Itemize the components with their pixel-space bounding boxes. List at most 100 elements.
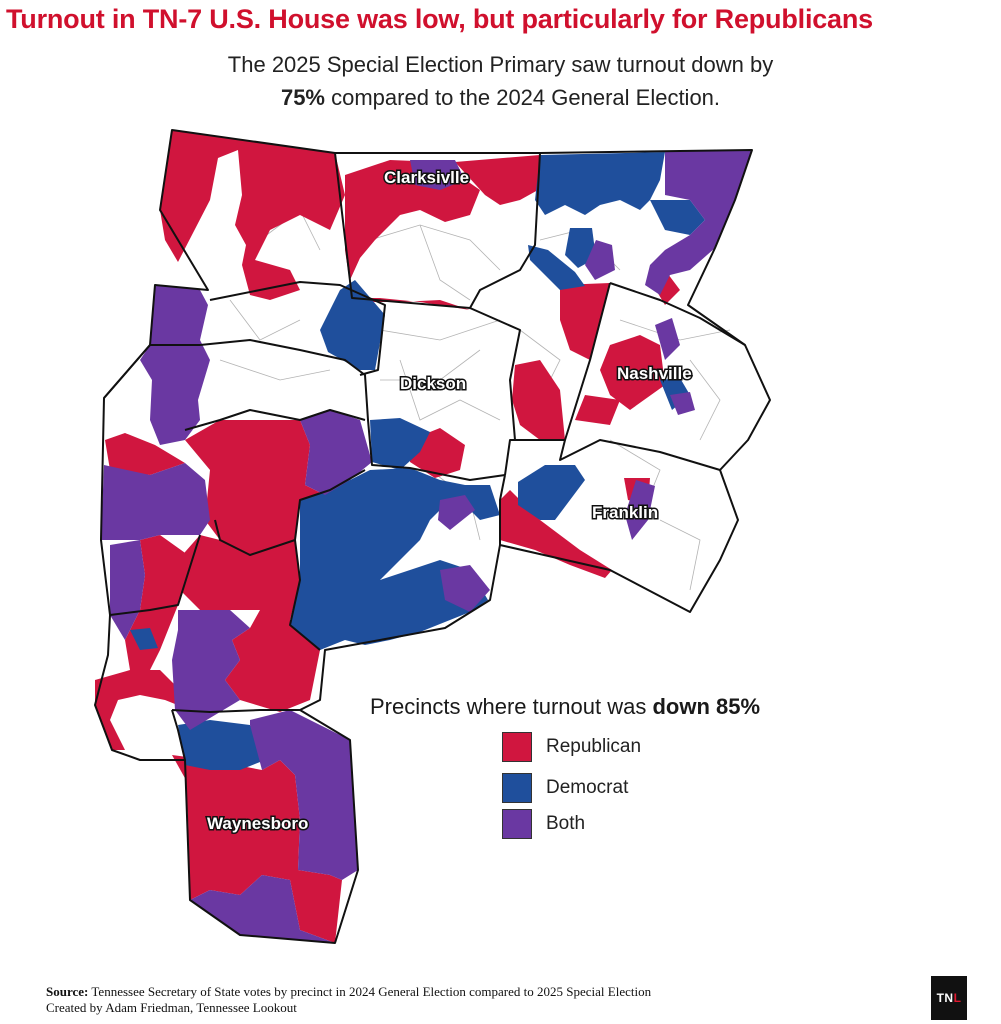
logo-accent: L xyxy=(953,991,962,1005)
swatch-republican xyxy=(502,732,532,762)
county-border xyxy=(609,282,746,346)
precinct-line xyxy=(379,319,501,341)
precinct-both xyxy=(438,495,475,530)
legend-title-prefix: Precincts where turnout was xyxy=(370,694,653,719)
precinct-line xyxy=(659,519,701,591)
source-line: Source: Tennessee Secretary of State vot… xyxy=(46,984,651,1000)
precinct-both xyxy=(625,480,655,540)
precinct-republican xyxy=(600,335,665,410)
district-map: Clarksivlle Dickson Nashville Franklin W… xyxy=(94,129,771,944)
county-border xyxy=(469,307,521,441)
legend-item-both: Both xyxy=(502,807,585,841)
precinct-both xyxy=(585,240,615,280)
precinct-both xyxy=(190,875,335,943)
label-waynesboro: Waynesboro xyxy=(207,814,308,833)
precinct-democrat xyxy=(178,720,265,770)
precinct-both xyxy=(300,410,372,495)
county-border xyxy=(171,709,300,713)
county-borders xyxy=(94,129,771,944)
precinct-both xyxy=(410,160,465,190)
precinct-republican xyxy=(105,433,185,475)
legend-title-bold: down 85% xyxy=(652,694,761,719)
precinct-line xyxy=(419,224,471,301)
label-dickson: Dickson xyxy=(400,374,466,393)
precinct-republican xyxy=(512,360,565,440)
county-border xyxy=(209,281,386,376)
precinct-democrat xyxy=(650,200,705,235)
precinct-line xyxy=(369,224,501,271)
precinct-republican xyxy=(455,155,540,205)
precinct-democrat xyxy=(370,418,430,470)
credit-line: Created by Adam Friedman, Tennessee Look… xyxy=(46,1000,297,1015)
legend-item-democrat: Democrat xyxy=(502,771,628,805)
precinct-both xyxy=(645,150,752,295)
county-border xyxy=(103,344,151,399)
label-clarksville: Clarksivlle xyxy=(384,168,469,187)
precinct-both xyxy=(670,392,695,415)
chart-subtitle: The 2025 Special Election Primary saw tu… xyxy=(0,48,1001,114)
precinct-republican xyxy=(160,130,345,300)
precinct-both xyxy=(655,318,680,360)
county-border xyxy=(94,129,771,944)
swatch-both xyxy=(502,809,532,839)
county-border xyxy=(199,339,506,481)
logo-main: TN xyxy=(936,991,954,1005)
precinct-line xyxy=(619,319,731,341)
county-border xyxy=(504,439,721,476)
precinct-democrat xyxy=(660,378,690,410)
county-border xyxy=(469,152,541,309)
precinct-democrat xyxy=(130,628,158,650)
precinct-democrat xyxy=(320,280,385,370)
county-border xyxy=(499,474,506,545)
precinct-both xyxy=(250,710,358,880)
precincts-democrat xyxy=(130,152,705,770)
precinct-democrat xyxy=(290,468,500,650)
precinct-line xyxy=(219,359,331,381)
legend-label: Both xyxy=(546,813,586,834)
map-labels: Clarksivlle Dickson Nashville Franklin W… xyxy=(206,167,694,835)
precinct-both xyxy=(172,610,250,730)
precinct-line xyxy=(380,349,481,381)
county-border xyxy=(334,152,471,309)
county-border xyxy=(184,409,366,431)
precinct-both xyxy=(140,285,210,445)
precinct-republican xyxy=(345,160,480,310)
source-text: Tennessee Secretary of State votes by pr… xyxy=(88,984,652,999)
precincts-both xyxy=(101,150,752,943)
precinct-line xyxy=(399,359,501,421)
precinct-line xyxy=(689,359,721,441)
legend: Precincts where turnout was down 85% Rep… xyxy=(370,694,760,839)
subtitle-highlight: 75% xyxy=(280,85,325,110)
precinct-democrat xyxy=(535,152,665,215)
county-border xyxy=(289,539,321,651)
subtitle-line-2: 75% compared to the 2024 General Electio… xyxy=(0,81,1001,114)
precinct-both xyxy=(110,540,145,640)
precinct-both xyxy=(101,463,210,540)
legend-item-republican: Republican xyxy=(502,730,641,764)
precinct-republican xyxy=(575,395,620,425)
precinct-republican xyxy=(95,670,190,750)
precinct-democrat xyxy=(528,245,585,290)
precinct-republican xyxy=(178,535,320,712)
precinct-republican xyxy=(185,420,325,555)
precinct-line xyxy=(229,299,301,341)
tnl-logo: TN L xyxy=(931,976,967,1020)
county-border xyxy=(564,282,611,441)
precinct-democrat xyxy=(518,465,585,520)
label-nashville: Nashville xyxy=(617,364,692,383)
precinct-both xyxy=(440,565,490,612)
footer: Source: Tennessee Secretary of State vot… xyxy=(46,984,651,1016)
subtitle-line-1: The 2025 Special Election Primary saw tu… xyxy=(227,52,774,77)
legend-label: Democrat xyxy=(546,777,629,798)
swatch-democrat xyxy=(502,773,532,803)
subtitle-line-2-text: compared to the 2024 General Election. xyxy=(325,85,721,110)
label-franklin: Franklin xyxy=(592,503,658,522)
county-border xyxy=(109,534,201,616)
precinct-republican xyxy=(500,490,612,578)
county-border xyxy=(171,709,186,761)
legend-label: Republican xyxy=(546,736,642,757)
precinct-republican xyxy=(560,283,610,360)
chart-title: Turnout in TN-7 U.S. House was low, but … xyxy=(6,4,873,34)
legend-title: Precincts where turnout was down 85% xyxy=(370,694,760,720)
source-label: Source: xyxy=(46,984,89,999)
